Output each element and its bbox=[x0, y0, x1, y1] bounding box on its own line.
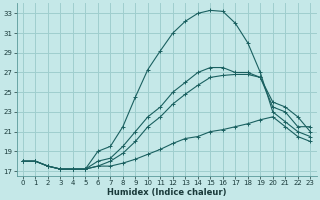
X-axis label: Humidex (Indice chaleur): Humidex (Indice chaleur) bbox=[107, 188, 226, 197]
